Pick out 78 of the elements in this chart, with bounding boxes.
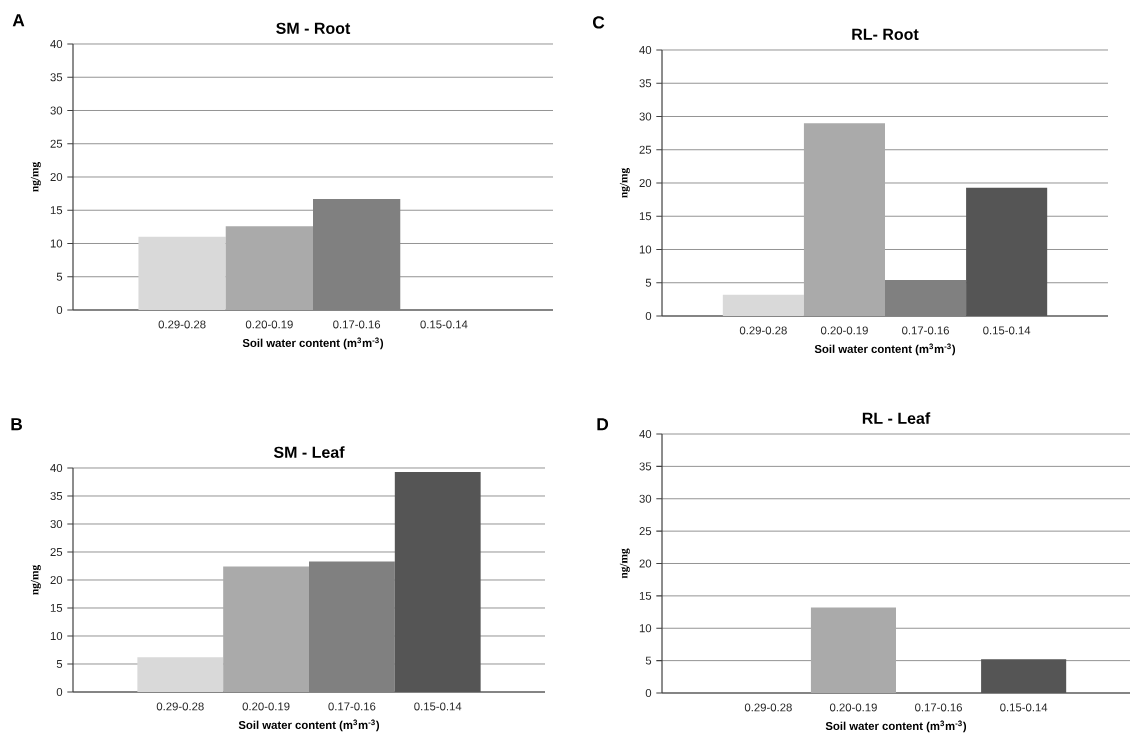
y-tick-label: 0 (56, 305, 63, 314)
x-tick-label: 0.20-0.19 (245, 320, 293, 329)
bar (722, 294, 804, 316)
y-tick-label: 15 (50, 206, 63, 215)
y-axis-title: ng/mg (619, 548, 630, 579)
y-tick-label: 25 (50, 139, 63, 148)
y-tick-label: 0 (56, 687, 63, 696)
y-tick-label: 35 (639, 79, 652, 88)
x-tick-label: 0.17-0.16 (915, 703, 962, 712)
y-tick-label: 35 (50, 491, 63, 500)
x-tick-label: 0.29-0.28 (744, 703, 792, 712)
x-tick-label: 0.29-0.28 (158, 320, 206, 329)
x-tick-label: 0.17-0.16 (902, 326, 949, 335)
chart-title: RL - Leaf (862, 412, 931, 424)
y-tick-label: 40 (50, 39, 63, 48)
bar (223, 566, 309, 692)
y-tick-label: 10 (639, 245, 652, 254)
y-tick-label: 30 (639, 494, 652, 503)
x-axis-title: Soil water content (m$^{3}$m$^{-3}$) (814, 343, 956, 356)
y-tick-label: 20 (639, 559, 652, 568)
x-axis-title: Soil water content (m$^{3}$m$^{-3}$) (242, 337, 384, 350)
y-tick-label: 5 (645, 278, 652, 287)
y-tick-label: 25 (50, 547, 63, 556)
y-tick-label: 5 (56, 272, 63, 281)
y-tick-label: 40 (639, 45, 652, 54)
x-tick-label: 0.20-0.19 (829, 703, 877, 712)
x-tick-label: 0.20-0.19 (242, 702, 290, 711)
bar (138, 236, 226, 310)
y-tick-label: 15 (50, 604, 63, 612)
bar (394, 471, 481, 692)
y-tick-label: 15 (639, 212, 652, 221)
y-axis-title: ng/mg (619, 167, 630, 198)
y-axis-title: ng/mg (30, 161, 41, 192)
bar (885, 280, 967, 316)
x-tick-label: 0.15-0.14 (414, 702, 462, 711)
x-tick-label: 0.29-0.28 (739, 326, 787, 335)
y-tick-label: 10 (50, 632, 63, 640)
bar (309, 561, 395, 692)
x-axis-title: Soil water content (m$^{3}$m$^{-3}$) (825, 720, 967, 733)
x-tick-label: 0.15-0.14 (1000, 703, 1048, 712)
y-tick-label: 25 (639, 145, 652, 154)
y-tick-label: 40 (639, 430, 652, 439)
chart-title: SM - Root (276, 22, 351, 34)
y-tick-label: 0 (645, 311, 652, 320)
text: D (597, 418, 609, 431)
y-tick-label: 20 (50, 172, 63, 181)
chart-title: SM - Leaf (273, 446, 345, 458)
y-tick-label: 35 (50, 73, 63, 82)
y-tick-label: 30 (50, 106, 63, 115)
x-tick-label: 0.29-0.28 (156, 702, 204, 711)
y-tick-label: 25 (639, 527, 652, 536)
y-tick-label: 15 (639, 591, 652, 600)
text: C (592, 16, 605, 29)
bar (803, 123, 885, 316)
bar (137, 657, 224, 692)
x-tick-label: 0.15-0.14 (420, 320, 468, 329)
y-tick-label: 30 (50, 519, 63, 528)
y-tick-label: 5 (56, 660, 63, 668)
bar (225, 226, 313, 310)
y-tick-label: 30 (639, 112, 652, 121)
y-tick-label: 35 (639, 462, 652, 471)
y-tick-label: 10 (639, 624, 652, 633)
x-tick-label: 0.17-0.16 (328, 702, 376, 711)
y-tick-label: 20 (639, 178, 652, 187)
text: B (11, 418, 22, 431)
y-tick-label: 0 (645, 689, 652, 697)
x-tick-label: 0.20-0.19 (820, 326, 868, 335)
y-tick-label: 5 (645, 656, 652, 665)
x-axis-title: Soil water content (m$^{3}$m$^{-3}$) (238, 719, 380, 732)
y-tick-label: 40 (50, 463, 63, 472)
bar (966, 187, 1048, 316)
y-tick-label: 20 (50, 575, 63, 584)
x-tick-label: 0.17-0.16 (333, 320, 381, 329)
text: A (12, 14, 25, 27)
chart-title: RL- Root (852, 28, 919, 40)
y-tick-label: 10 (50, 239, 63, 248)
x-tick-label: 0.15-0.14 (983, 326, 1031, 335)
y-axis-title: ng/mg (30, 564, 41, 595)
